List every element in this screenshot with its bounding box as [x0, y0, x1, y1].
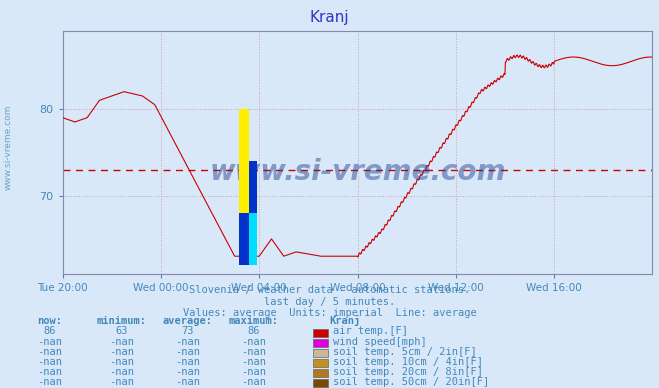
Text: average:: average:: [163, 316, 213, 326]
Text: Slovenia / weather data - automatic stations.: Slovenia / weather data - automatic stat…: [189, 285, 470, 295]
Text: Values: average  Units: imperial  Line: average: Values: average Units: imperial Line: av…: [183, 308, 476, 319]
Text: -nan: -nan: [175, 367, 200, 377]
Text: 63: 63: [116, 326, 128, 336]
Text: air temp.[F]: air temp.[F]: [333, 326, 408, 336]
Text: 73: 73: [182, 326, 194, 336]
Text: -nan: -nan: [109, 367, 134, 377]
Text: -nan: -nan: [37, 367, 62, 377]
Bar: [239, 109, 249, 213]
Text: soil temp. 20cm / 8in[F]: soil temp. 20cm / 8in[F]: [333, 367, 483, 377]
Text: -nan: -nan: [175, 377, 200, 387]
Text: -nan: -nan: [109, 377, 134, 387]
Text: -nan: -nan: [241, 336, 266, 346]
Text: wind speed[mph]: wind speed[mph]: [333, 336, 426, 346]
Text: -nan: -nan: [241, 367, 266, 377]
Text: -nan: -nan: [175, 346, 200, 357]
Bar: [249, 161, 257, 213]
Text: -nan: -nan: [37, 357, 62, 367]
Bar: [249, 161, 257, 265]
Text: -nan: -nan: [241, 346, 266, 357]
Text: -nan: -nan: [109, 357, 134, 367]
Text: minimum:: minimum:: [97, 316, 147, 326]
Text: 86: 86: [43, 326, 55, 336]
Bar: [239, 213, 249, 265]
Text: soil temp. 5cm / 2in[F]: soil temp. 5cm / 2in[F]: [333, 346, 476, 357]
Text: -nan: -nan: [175, 357, 200, 367]
Text: www.si-vreme.com: www.si-vreme.com: [3, 105, 13, 190]
Text: -nan: -nan: [37, 336, 62, 346]
Text: now:: now:: [37, 316, 62, 326]
Text: maximum:: maximum:: [229, 316, 279, 326]
Text: -nan: -nan: [109, 346, 134, 357]
Text: 86: 86: [248, 326, 260, 336]
Text: www.si-vreme.com: www.si-vreme.com: [210, 158, 505, 186]
Text: soil temp. 10cm / 4in[F]: soil temp. 10cm / 4in[F]: [333, 357, 483, 367]
Text: -nan: -nan: [241, 357, 266, 367]
Text: soil temp. 50cm / 20in[F]: soil temp. 50cm / 20in[F]: [333, 377, 489, 387]
Text: last day / 5 minutes.: last day / 5 minutes.: [264, 297, 395, 307]
Text: -nan: -nan: [241, 377, 266, 387]
Text: -nan: -nan: [175, 336, 200, 346]
Text: Kranj: Kranj: [310, 10, 349, 25]
Text: -nan: -nan: [37, 377, 62, 387]
Text: -nan: -nan: [37, 346, 62, 357]
Text: Kranj: Kranj: [330, 315, 360, 326]
Text: -nan: -nan: [109, 336, 134, 346]
